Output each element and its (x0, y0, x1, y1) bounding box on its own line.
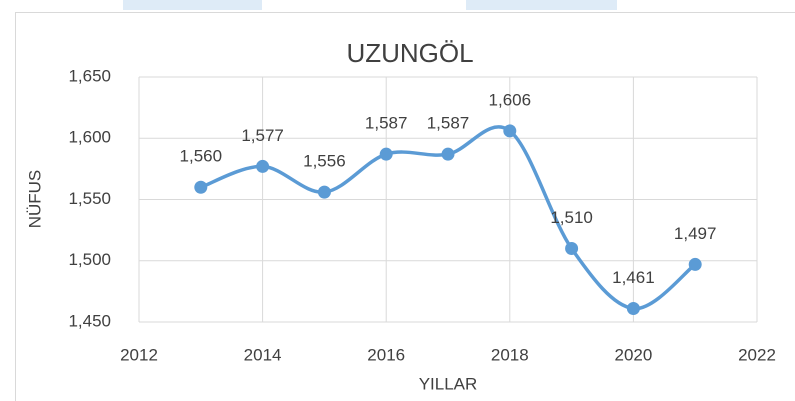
data-label: 1,587 (427, 114, 470, 133)
data-point (626, 302, 640, 316)
data-label: 1,560 (180, 147, 223, 166)
series-line (200, 125, 697, 311)
data-point (194, 180, 208, 194)
data-point (441, 147, 455, 161)
background-strip (123, 0, 262, 10)
data-label: 1,497 (674, 224, 717, 243)
x-tick-label: 2022 (738, 345, 776, 364)
data-label: 1,510 (550, 208, 593, 227)
chart-border (15, 12, 795, 401)
data-point (565, 242, 579, 255)
y-tick-label: 1,650 (68, 66, 111, 85)
x-tick-label: 2018 (491, 345, 529, 364)
y-tick-label: 1,550 (68, 189, 111, 208)
y-tick-label: 1,450 (68, 311, 111, 330)
y-tick-label: 1,500 (68, 250, 111, 269)
data-point (503, 124, 517, 138)
data-label: 1,577 (241, 126, 284, 145)
x-tick-label: 2014 (244, 345, 282, 364)
data-point (379, 147, 393, 161)
x-tick-label: 2016 (367, 345, 405, 364)
x-tick-label: 2012 (120, 345, 158, 364)
x-axis-label: YILLAR (419, 374, 478, 393)
data-label: 1,606 (489, 90, 532, 109)
y-axis-label: NÜFUS (25, 170, 44, 229)
x-tick-label: 2020 (614, 345, 652, 364)
data-point (317, 185, 331, 199)
data-point (256, 159, 270, 173)
background-strip (466, 0, 617, 10)
data-label: 1,556 (303, 152, 346, 171)
y-tick-label: 1,600 (68, 128, 111, 147)
data-label: 1,587 (365, 114, 408, 133)
chart-title: UZUNGÖL (346, 38, 473, 68)
data-label: 1,461 (612, 268, 655, 287)
data-point (688, 257, 702, 271)
